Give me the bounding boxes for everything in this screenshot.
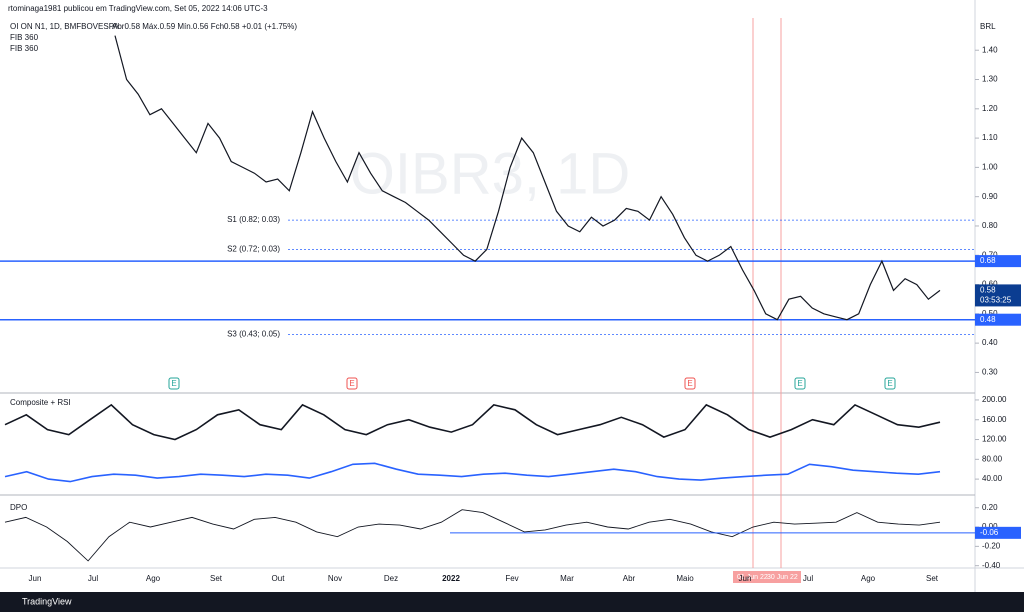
currency: BRL xyxy=(980,22,996,31)
earnings-label: E xyxy=(887,379,892,388)
earnings-icon xyxy=(346,377,358,390)
earnings-label: E xyxy=(797,379,802,388)
price-tag xyxy=(975,313,1021,326)
y-tick-label: 0.20 xyxy=(982,503,998,512)
y-tick-label: 1.20 xyxy=(982,104,998,113)
y-tick-label: 80.00 xyxy=(982,454,1003,463)
earnings-icon xyxy=(794,377,806,390)
price-tag-label: 0.48 xyxy=(980,315,996,324)
data-line xyxy=(4,403,941,441)
earnings-label: E xyxy=(171,379,176,388)
y-tick-label: 40.00 xyxy=(982,474,1003,483)
footer-logo: TradingView xyxy=(22,596,72,606)
x-tick-label: Fev xyxy=(505,574,518,583)
y-tick-label: 0.60 xyxy=(982,280,998,289)
x-tick-label: Out xyxy=(272,574,286,583)
y-tick-label: 1.00 xyxy=(982,162,998,171)
data-line xyxy=(114,35,941,321)
date-label: 30 Jun 22 xyxy=(767,574,798,581)
y-tick-label: 0.30 xyxy=(982,368,998,377)
price-tag-label: 0.68 xyxy=(980,256,996,265)
earnings-icon xyxy=(684,377,696,390)
x-tick-label: Mar xyxy=(560,574,574,583)
last-tag xyxy=(975,526,1021,539)
y-tick-label: 0.70 xyxy=(982,250,998,259)
last-tag-label: -0.06 xyxy=(980,528,999,537)
x-tick-label: Dez xyxy=(384,574,398,583)
fib-label: S1 (0.82; 0.03) xyxy=(227,215,280,224)
x-tick-label: 2022 xyxy=(442,574,460,583)
y-tick-label: 1.40 xyxy=(982,45,998,54)
y-tick-label: 0.80 xyxy=(982,221,998,230)
earnings-icon xyxy=(168,377,180,390)
watermark: OIBR3, 1D xyxy=(350,141,630,206)
x-tick-label: Ago xyxy=(861,574,876,583)
pane-title: Composite + RSI xyxy=(10,398,71,407)
date-marker-bg xyxy=(733,571,801,583)
x-tick-label: Jun xyxy=(29,574,42,583)
x-tick-label: Set xyxy=(210,574,223,583)
y-tick-label: 1.30 xyxy=(982,75,998,84)
indicator-name: FIB 360 xyxy=(10,44,39,53)
last-tag-label: 0.58 xyxy=(980,286,996,295)
y-tick-label: -0.40 xyxy=(982,561,1001,570)
y-tick-label: 160.00 xyxy=(982,415,1007,424)
x-tick-label: Jul xyxy=(803,574,813,583)
symbol: OI ON N1, 1D, BMFBOVESPA xyxy=(10,22,119,31)
y-tick-label: 200.00 xyxy=(982,395,1007,404)
y-tick-label: 120.00 xyxy=(982,435,1007,444)
background xyxy=(0,0,1024,592)
earnings-label: E xyxy=(349,379,354,388)
countdown: 03:53:25 xyxy=(980,296,1012,305)
x-tick-label: Jul xyxy=(88,574,98,583)
x-tick-label: Ago xyxy=(146,574,161,583)
fib-label: S3 (0.43; 0.05) xyxy=(227,329,280,338)
y-tick-label: -0.20 xyxy=(982,541,1001,550)
x-tick-label: Nov xyxy=(328,574,342,583)
y-tick-label: 0.90 xyxy=(982,192,998,201)
published-by: rtominaga1981 publicou em TradingView.co… xyxy=(8,4,268,13)
last-tag xyxy=(975,284,1021,307)
y-tick-label: 1.10 xyxy=(982,133,998,142)
indicator-name: FIB 360 xyxy=(10,33,39,42)
y-tick-label: 0.40 xyxy=(982,338,998,347)
date-label: 01 Jun 22 xyxy=(737,574,768,581)
pane-title: DPO xyxy=(10,503,27,512)
data-line xyxy=(4,462,941,483)
y-tick-label: 0.00 xyxy=(982,522,998,531)
x-tick-label: Abr xyxy=(623,574,636,583)
ohlc: Abr0.58 Máx.0.59 Mín.0.56 Fch0.58 +0.01 … xyxy=(112,22,297,31)
earnings-label: E xyxy=(687,379,692,388)
x-tick-label: Jun xyxy=(739,574,752,583)
x-tick-label: Maio xyxy=(676,574,694,583)
data-line xyxy=(4,509,941,562)
x-tick-label: Set xyxy=(926,574,939,583)
earnings-icon xyxy=(884,377,896,390)
y-tick-label: 0.50 xyxy=(982,309,998,318)
footer-bar xyxy=(0,592,1024,612)
fib-label: S2 (0.72; 0.03) xyxy=(227,245,280,254)
price-tag xyxy=(975,255,1021,268)
